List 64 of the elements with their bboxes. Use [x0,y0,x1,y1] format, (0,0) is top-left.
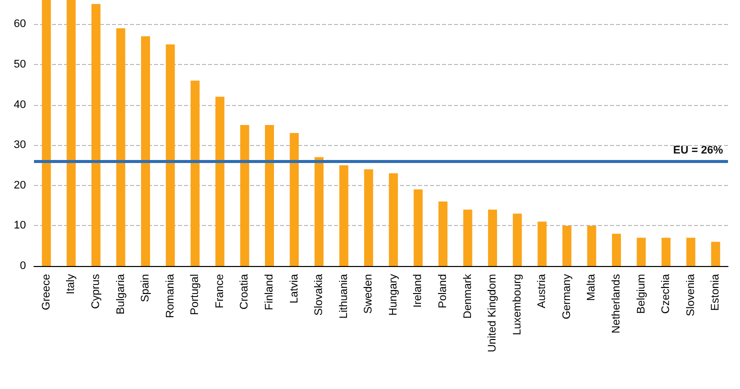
x-tick-label: Malta [586,273,598,301]
bar [587,226,596,266]
x-tick-label: Portugal [189,274,202,315]
x-tick-label: Italy [65,274,78,294]
bar [686,238,696,266]
x-tick-label: Latvia [288,273,300,304]
x-tick-label: Ireland [412,274,424,308]
x-tick-label: France [214,274,226,308]
bar [290,133,299,266]
bar [215,96,224,266]
bar [711,242,720,266]
ref-line-label: EU = 26% [673,144,724,157]
x-tick-label: Lithuania [338,273,350,319]
y-tick-label: 40 [14,98,26,111]
bar [488,210,498,266]
y-tick-label: 50 [14,58,26,70]
y-tick-label: 20 [14,179,26,192]
bar [388,173,398,266]
bar [364,169,374,266]
bar [190,80,200,266]
bar [414,189,423,266]
y-tick-label: 60 [14,18,26,30]
x-tick-label: Luxembourg [511,274,524,336]
x-tick-label: Romania [164,273,176,318]
x-tick-label: Slovakia [313,273,326,316]
x-tick-label: Bulgaria [114,273,127,314]
bar [512,214,522,266]
x-tick-label: Spain [140,274,152,302]
bar [662,238,671,266]
x-tick-label: Cyprus [90,274,102,309]
bar [66,0,76,266]
x-tick-label: Austria [536,273,548,308]
x-tick-label: Estonia [710,273,722,311]
x-tick-label: Hungary [387,274,400,316]
y-tick-label: 10 [14,220,26,232]
bar [314,157,324,266]
x-tick-label: Greece [40,274,52,310]
y-tick-label: 30 [14,139,26,152]
bar [438,202,448,266]
bar [141,36,150,266]
x-tick-label: Sweden [362,274,375,314]
x-tick-label: Netherlands [610,274,622,334]
bar [612,234,621,266]
bar [636,238,646,266]
x-tick-label: Czechia [660,273,672,314]
x-tick-label: Belgium [635,274,648,314]
bar [339,165,348,266]
y-tick-label: 0 [20,260,26,272]
bar [91,4,100,266]
x-tick-label: Germany [560,274,573,320]
bar [562,226,572,266]
x-tick-label: Croatia [238,273,251,310]
x-tick-label: Finland [263,274,276,310]
bar [538,222,547,266]
bar [463,210,472,266]
x-tick-label: Denmark [462,274,474,319]
bar [166,44,175,266]
bar [264,124,274,266]
x-tick-label: United Kingdom [486,274,499,352]
x-tick-label: Poland [436,274,449,308]
bar [116,28,126,266]
x-tick-label: Slovenia [684,273,697,316]
bar [240,124,250,266]
bar [42,0,51,266]
